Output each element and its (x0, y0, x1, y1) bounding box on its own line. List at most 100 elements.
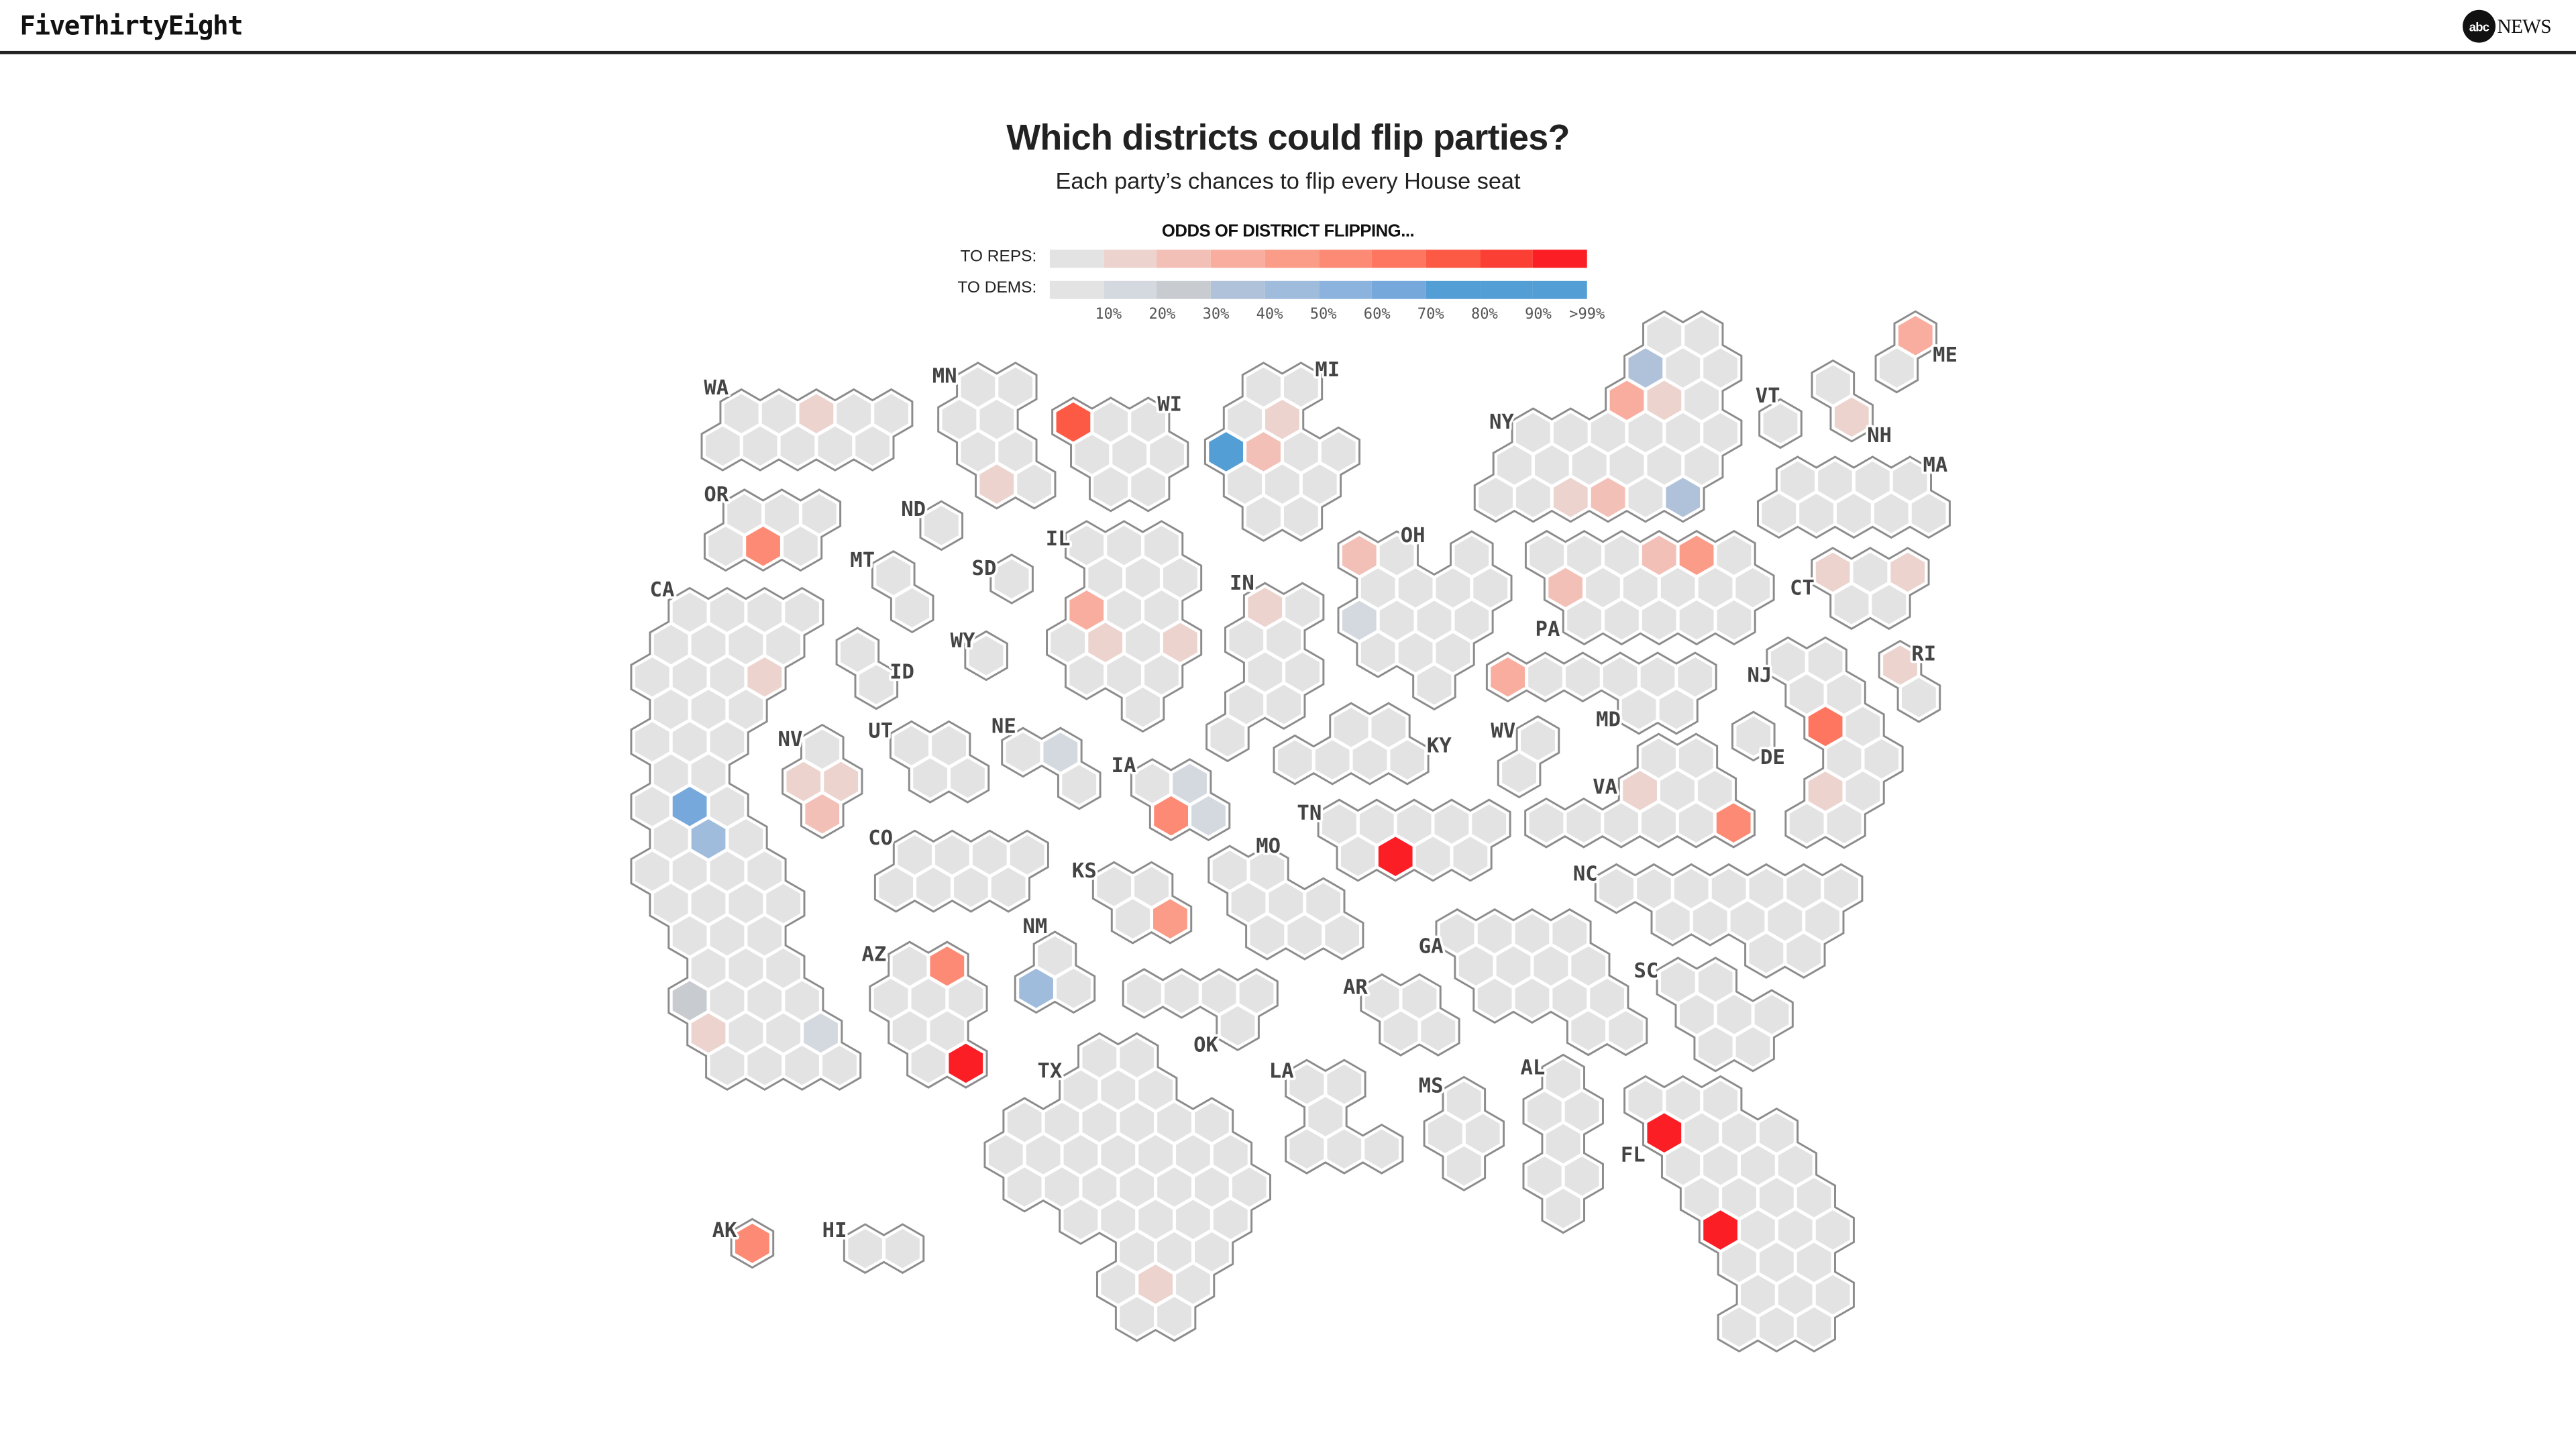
district-hex-oh-13[interactable] (1398, 633, 1433, 673)
district-hex-ky-4[interactable] (1315, 740, 1350, 780)
district-hex-tx-12[interactable] (988, 1135, 1023, 1175)
district-hex-hi-2[interactable] (885, 1228, 920, 1269)
district-hex-ca-25[interactable] (691, 819, 726, 859)
district-hex-md-4[interactable] (1603, 657, 1638, 697)
district-hex-la-2[interactable] (1327, 1065, 1362, 1104)
district-hex-nj-8[interactable] (1864, 739, 1899, 779)
district-hex-tn-6[interactable] (1340, 837, 1375, 876)
district-hex-ga-6[interactable] (1496, 946, 1531, 986)
district-hex-ga-2[interactable] (1477, 914, 1512, 954)
district-hex-mi-12[interactable] (1246, 496, 1281, 537)
district-hex-nv-2[interactable] (786, 761, 821, 802)
district-hex-va-3[interactable] (1623, 771, 1657, 810)
district-hex-in-2[interactable] (1285, 588, 1320, 627)
district-hex-fl-9[interactable] (1703, 1145, 1737, 1185)
district-hex-mi-5[interactable] (1209, 432, 1244, 472)
district-hex-ny-18[interactable] (1609, 445, 1644, 485)
district-hex-co-6[interactable] (916, 867, 951, 907)
district-hex-fl-8[interactable] (1666, 1145, 1701, 1185)
district-hex-al-3[interactable] (1564, 1091, 1599, 1132)
district-hex-ca-15[interactable] (729, 690, 763, 729)
district-hex-nj-1[interactable] (1770, 642, 1805, 682)
district-hex-tx-23[interactable] (1157, 1167, 1191, 1207)
district-hex-ny-17[interactable] (1572, 445, 1607, 485)
district-hex-pa-8[interactable] (1586, 568, 1620, 608)
district-hex-az-6[interactable] (892, 1011, 927, 1051)
district-hex-mi-10[interactable] (1265, 464, 1299, 504)
district-hex-il-15[interactable] (1107, 655, 1141, 695)
district-hex-mi-8[interactable] (1321, 432, 1356, 472)
district-hex-ct-4[interactable] (1834, 584, 1869, 625)
district-hex-ms-2[interactable] (1428, 1114, 1462, 1154)
district-hex-fl-4[interactable] (1647, 1113, 1682, 1153)
district-hex-mn-8[interactable] (1017, 464, 1052, 504)
district-hex-il-2[interactable] (1107, 525, 1141, 566)
district-hex-ca-46[interactable] (729, 1013, 763, 1053)
district-hex-co-2[interactable] (935, 835, 969, 875)
district-hex-ny-10[interactable] (1553, 413, 1588, 453)
district-hex-tx-15[interactable] (1101, 1135, 1136, 1175)
district-hex-va-10[interactable] (1678, 803, 1713, 843)
district-hex-mn-4[interactable] (979, 399, 1014, 439)
district-hex-fl-17[interactable] (1741, 1210, 1775, 1250)
district-hex-tx-19[interactable] (1007, 1167, 1042, 1207)
district-hex-sc-7[interactable] (1735, 1027, 1770, 1067)
district-hex-co-3[interactable] (972, 835, 1007, 875)
district-hex-il-5[interactable] (1126, 558, 1160, 598)
district-hex-ok-5[interactable] (1220, 1006, 1255, 1046)
district-hex-md-6[interactable] (1678, 657, 1713, 697)
district-hex-wi-6[interactable] (1150, 435, 1184, 474)
district-hex-nj-2[interactable] (1808, 642, 1843, 682)
district-hex-co-7[interactable] (953, 867, 988, 907)
district-hex-ks-4[interactable] (1153, 899, 1187, 939)
district-hex-pa-3[interactable] (1605, 535, 1639, 576)
district-hex-wa-6[interactable] (705, 426, 740, 466)
district-hex-in-1[interactable] (1248, 588, 1283, 627)
district-hex-ny-4[interactable] (1666, 348, 1701, 388)
district-hex-ga-9[interactable] (1477, 978, 1512, 1018)
district-hex-il-6[interactable] (1163, 558, 1197, 598)
district-hex-ca-5[interactable] (653, 625, 688, 665)
district-hex-ca-21[interactable] (635, 786, 669, 826)
district-hex-fl-28[interactable] (1796, 1307, 1831, 1347)
district-hex-sc-3[interactable] (1679, 994, 1714, 1034)
district-hex-ca-19[interactable] (653, 754, 688, 794)
district-hex-me-1[interactable] (1898, 316, 1933, 356)
district-hex-tx-29[interactable] (1176, 1199, 1210, 1240)
district-hex-or-3[interactable] (802, 494, 837, 534)
district-hex-ca-48[interactable] (804, 1013, 838, 1053)
district-hex-mi-1[interactable] (1246, 367, 1281, 407)
district-hex-ca-7[interactable] (729, 625, 763, 665)
district-hex-fl-18[interactable] (1778, 1210, 1813, 1250)
district-hex-ny-5[interactable] (1703, 348, 1737, 388)
district-hex-fl-19[interactable] (1815, 1210, 1850, 1250)
district-hex-il-10[interactable] (1051, 623, 1085, 663)
district-hex-ca-29[interactable] (710, 851, 745, 891)
district-hex-ca-39[interactable] (729, 949, 763, 988)
district-hex-tx-16[interactable] (1138, 1135, 1173, 1175)
district-hex-tx-24[interactable] (1195, 1167, 1229, 1207)
district-hex-ca-17[interactable] (672, 722, 707, 762)
district-hex-in-6[interactable] (1285, 652, 1320, 692)
district-hex-or-5[interactable] (746, 527, 780, 566)
district-hex-ny-21[interactable] (1479, 478, 1513, 517)
district-hex-mo-3[interactable] (1231, 883, 1266, 922)
district-hex-ca-23[interactable] (710, 786, 745, 826)
district-hex-mo-7[interactable] (1287, 915, 1322, 955)
district-hex-tx-33[interactable] (1195, 1232, 1229, 1272)
district-hex-az-1[interactable] (892, 946, 927, 986)
district-hex-ks-2[interactable] (1134, 867, 1169, 906)
district-hex-mi-6[interactable] (1246, 432, 1281, 472)
district-hex-az-7[interactable] (930, 1011, 965, 1051)
district-hex-nm-3[interactable] (1057, 969, 1091, 1008)
district-hex-nc-2[interactable] (1637, 869, 1671, 908)
district-hex-nj-3[interactable] (1789, 674, 1824, 714)
district-hex-tn-8[interactable] (1415, 837, 1450, 876)
district-hex-tx-30[interactable] (1213, 1199, 1248, 1240)
district-hex-la-3[interactable] (1308, 1097, 1343, 1136)
district-hex-ca-11[interactable] (710, 657, 745, 697)
district-hex-ca-43[interactable] (747, 981, 782, 1020)
district-hex-ca-14[interactable] (691, 690, 726, 729)
district-hex-nj-9[interactable] (1808, 771, 1843, 811)
district-hex-ca-34[interactable] (766, 883, 801, 924)
